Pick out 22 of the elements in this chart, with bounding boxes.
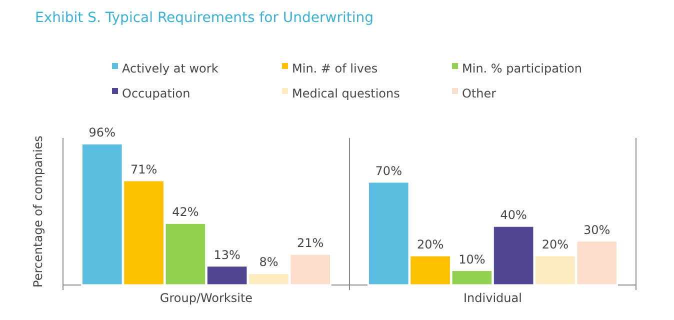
legend-label: Min. # of lives <box>292 61 378 76</box>
x-tick-label: Individual <box>464 291 522 305</box>
data-label: 21% <box>297 236 324 250</box>
data-label: 20% <box>416 238 444 252</box>
legend-label: Medical questions <box>292 86 400 100</box>
data-label: 30% <box>584 222 610 237</box>
chart-title: Exhibit S. Typical Requirements for Underwriting <box>35 10 374 26</box>
data-label: 70% <box>375 164 402 178</box>
x-tick-label: Group/Worksite <box>160 291 253 305</box>
data-label: 71% <box>130 162 158 176</box>
data-label: 20% <box>542 238 569 252</box>
data-label: 42% <box>172 205 199 220</box>
y-axis-title: Percentage of companies <box>31 136 45 288</box>
legend-label: Min. % participation <box>462 61 582 76</box>
legend-label: Occupation <box>122 86 190 100</box>
legend-label: Actively at work <box>122 61 218 76</box>
data-label: 40% <box>500 208 527 222</box>
data-label: 13% <box>214 248 240 262</box>
data-label: 96% <box>88 126 116 140</box>
data-label: 10% <box>458 252 486 266</box>
data-label: 8% <box>259 255 278 270</box>
legend-label: Other <box>462 86 496 100</box>
